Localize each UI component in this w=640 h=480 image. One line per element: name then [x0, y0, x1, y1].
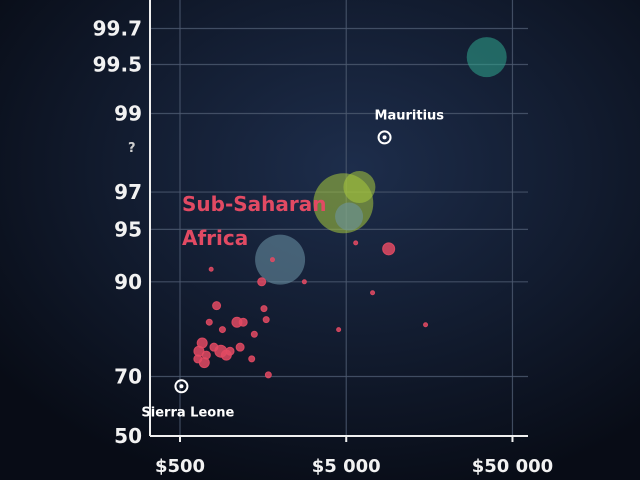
data-bubble: [208, 266, 214, 272]
data-bubble: [353, 240, 359, 246]
data-bubble: [201, 350, 211, 360]
country-annotation: Mauritius: [375, 108, 445, 123]
y-tick-label: 90: [114, 270, 142, 294]
x-tick-label: $500: [155, 456, 205, 477]
data-bubble: [235, 342, 245, 352]
y-tick-label: 97: [114, 180, 142, 204]
outline-bubble: [377, 130, 392, 145]
data-bubble: [301, 279, 307, 285]
data-bubble: [370, 290, 376, 296]
data-bubble: [343, 171, 376, 204]
outline-bubble: [174, 379, 189, 394]
y-tick-label: 99.7: [93, 17, 142, 41]
data-bubble: [269, 257, 275, 263]
data-bubble: [255, 234, 306, 285]
data-bubble: [209, 342, 219, 352]
data-bubble: [212, 301, 222, 311]
axes: 50 70 90 95 97 99 99.5 99.7 $500 $5 000 $50 000: [93, 0, 553, 477]
data-bubble: [248, 355, 256, 363]
data-bubble: [336, 327, 342, 333]
data-bubble: [423, 322, 429, 328]
x-tick-label: $50 000: [472, 456, 553, 477]
y-tick-label: 99.5: [93, 53, 142, 77]
region-label: Sub-Saharan Africa: [182, 192, 327, 250]
data-bubble: [218, 326, 226, 334]
stray-mark: ?: [128, 141, 136, 156]
y-tick-label: 99: [114, 102, 142, 126]
y-tick-label: 70: [114, 365, 142, 389]
data-bubble: [238, 317, 248, 327]
y-tick-label: 95: [114, 217, 142, 241]
x-tick-label: $5 000: [312, 456, 381, 477]
data-bubble: [466, 37, 507, 78]
outline-bubble-center: [179, 384, 184, 389]
outline-bubble-center: [382, 135, 387, 140]
data-bubble: [335, 202, 364, 231]
data-bubble: [262, 316, 270, 324]
data-bubble: [193, 354, 203, 364]
data-bubble: [257, 277, 267, 287]
data-bubble: [225, 346, 235, 356]
data-bubble: [264, 371, 272, 379]
labels: Sub-Saharan Africa Mauritius Sierra Leone?: [128, 108, 444, 420]
data-bubble: [260, 305, 268, 313]
region-label-line: Sub-Saharan: [182, 192, 327, 216]
region-label-line: Africa: [182, 226, 248, 250]
country-annotation: Sierra Leone: [141, 405, 234, 420]
data-bubble: [382, 242, 396, 256]
data-bubble: [205, 318, 213, 326]
y-tick-label: 50: [114, 424, 142, 448]
bubbles: [174, 37, 507, 394]
data-bubble: [250, 330, 258, 338]
